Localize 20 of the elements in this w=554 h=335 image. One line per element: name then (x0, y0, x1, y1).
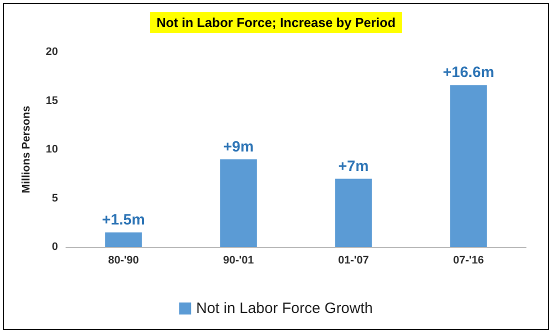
data-label: +7m (338, 158, 369, 175)
y-tick-label: 20 (46, 46, 58, 58)
x-tick-label: 80-'90 (108, 254, 139, 266)
legend-label: Not in Labor Force Growth (196, 300, 373, 317)
y-tick-label: 0 (52, 241, 58, 253)
y-tick-label: 15 (46, 94, 58, 107)
x-tick-label: 07-'16 (453, 254, 484, 266)
chart-title: Not in Labor Force; Increase by Period (150, 12, 402, 33)
data-label: +16.6m (442, 64, 494, 82)
data-label: +9m (223, 138, 254, 156)
data-label: +1.5m (102, 211, 145, 228)
y-axis-title: Millions Persons (20, 106, 32, 194)
y-tick-label: 5 (52, 192, 58, 204)
x-tick-label: 90-'01 (223, 254, 254, 266)
bar (335, 178, 372, 247)
bar (450, 85, 487, 247)
bar (105, 232, 142, 247)
y-tick-label: 10 (46, 144, 58, 156)
bar (220, 159, 257, 247)
x-tick-label: 01-'07 (338, 254, 369, 266)
